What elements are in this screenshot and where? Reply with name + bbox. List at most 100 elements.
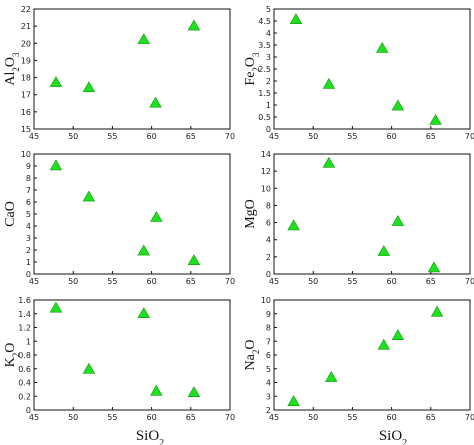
x-tick-label: 60 [387, 132, 397, 141]
y-tick-label: 1 [26, 337, 31, 346]
y-tick-label: 12 [261, 167, 271, 176]
data-point-triangle [82, 190, 96, 202]
y-tick-label: 1 [266, 101, 271, 110]
x-tick-label: 55 [347, 277, 357, 286]
y-tick-label: 4 [26, 222, 31, 231]
x-tick-label: 50 [308, 413, 318, 422]
y-axis-label: Fe2O3 [243, 52, 261, 86]
x-tick-label: 60 [387, 277, 397, 286]
y-tick-label: 0 [26, 270, 31, 279]
x-tick-label: 50 [68, 277, 78, 286]
data-point-triangle [149, 96, 162, 108]
x-axis-label: SiO2 [379, 428, 407, 445]
data-point-triangle [82, 81, 96, 93]
x-tick-label: 45 [29, 132, 39, 141]
y-tick-label: 2.5 [258, 65, 271, 74]
x-tick-label: 65 [186, 413, 196, 422]
x-tick-label: 55 [107, 277, 117, 286]
data-point-triangle [391, 329, 405, 340]
y-tick-label: 7 [26, 186, 31, 195]
y-tick-label: 20 [21, 39, 31, 48]
x-tick-label: 70 [465, 413, 474, 422]
y-tick-label: 0.5 [258, 113, 271, 122]
y-tick-label: 1.2 [18, 324, 31, 333]
x-tick-label: 45 [269, 413, 279, 422]
plot-frame [33, 8, 231, 130]
data-point-triangle [49, 76, 63, 87]
data-point-triangle [150, 210, 163, 222]
x-tick-label: 65 [186, 132, 196, 141]
y-tick-label: 3 [26, 234, 31, 243]
data-point-triangle [49, 159, 63, 171]
data-point-triangle [427, 261, 441, 273]
x-tick-label: 55 [347, 132, 357, 141]
data-point-triangle [289, 13, 303, 25]
y-tick-label: 10 [21, 150, 31, 159]
y-tick-label: 8 [266, 201, 271, 210]
data-point-triangle [287, 395, 300, 406]
y-tick-label: 2 [26, 246, 31, 255]
y-tick-label: 6 [26, 198, 31, 207]
data-point-triangle [391, 99, 405, 111]
data-point-triangle [391, 215, 405, 226]
data-point-triangle [287, 219, 300, 231]
y-tick-label: 2 [266, 253, 271, 262]
y-tick-label: 17 [21, 91, 31, 100]
x-tick-label: 65 [426, 277, 436, 286]
y-tick-label: 1.5 [258, 89, 271, 98]
x-tick-label: 65 [186, 277, 196, 286]
x-tick-label: 50 [308, 132, 318, 141]
data-point-triangle [49, 301, 63, 313]
y-tick-label: 3.5 [258, 41, 271, 50]
y-tick-label: 0 [266, 125, 271, 134]
y-tick-label: 9 [266, 310, 271, 319]
panel-k2o: 45 50 55 60 65 70 0 0.2 0.4 0.6 0.8 1 1.2 1.4 1.6 K2O Si… [3, 296, 235, 445]
y-tick-label: 1.4 [18, 310, 31, 319]
y-tick-label: 7 [266, 337, 271, 346]
panel-fe2o3: 45 50 55 60 65 70 0 0.5 1 1.5 2 2.5 3 3.5 4 4.5 5 Fe2O3 [243, 5, 474, 141]
y-tick-label: 0.2 [18, 392, 31, 401]
x-tick-label: 45 [29, 277, 39, 286]
y-tick-label: 22 [21, 5, 31, 14]
y-tick-label: 3 [266, 392, 271, 401]
y-tick-label: 4.5 [258, 17, 271, 26]
y-tick-label: 6 [266, 219, 271, 228]
data-point-triangle [137, 33, 150, 45]
y-tick-label: 15 [21, 125, 31, 134]
y-tick-label: 10 [261, 184, 271, 193]
data-point-triangle [137, 244, 150, 256]
x-tick-label: 55 [107, 413, 117, 422]
y-tick-label: 1 [26, 258, 31, 267]
panel-mgo: 45 50 55 60 65 70 0 2 4 6 8 10 12 14 MgO [243, 150, 474, 286]
data-point-triangle [187, 19, 201, 31]
y-tick-label: 8 [266, 324, 271, 333]
y-tick-label: 18 [21, 74, 31, 83]
x-tick-label: 60 [147, 277, 157, 286]
y-tick-label: 19 [21, 56, 31, 65]
y-axis-label: MgO [243, 199, 258, 229]
x-tick-label: 45 [269, 277, 279, 286]
y-tick-label: 5 [266, 365, 271, 374]
y-tick-label: 4 [266, 379, 271, 388]
y-tick-label: 0.4 [18, 379, 31, 388]
y-tick-label: 9 [26, 162, 31, 171]
y-tick-label: 4 [266, 29, 271, 38]
y-tick-label: 4 [266, 236, 271, 245]
x-tick-label: 70 [465, 277, 474, 286]
y-tick-label: 2 [266, 77, 271, 86]
x-tick-label: 60 [147, 413, 157, 422]
data-point-triangle [82, 362, 96, 374]
y-tick-label: 5 [26, 210, 31, 219]
x-tick-label: 60 [387, 413, 397, 422]
x-tick-label: 55 [347, 413, 357, 422]
y-tick-label: 8 [26, 174, 31, 183]
y-tick-label: 0 [26, 406, 31, 415]
x-tick-label: 45 [29, 413, 39, 422]
y-tick-label: 21 [21, 22, 31, 31]
x-tick-label: 50 [68, 413, 78, 422]
x-tick-label: 50 [308, 277, 318, 286]
y-tick-label: 6 [266, 351, 271, 360]
